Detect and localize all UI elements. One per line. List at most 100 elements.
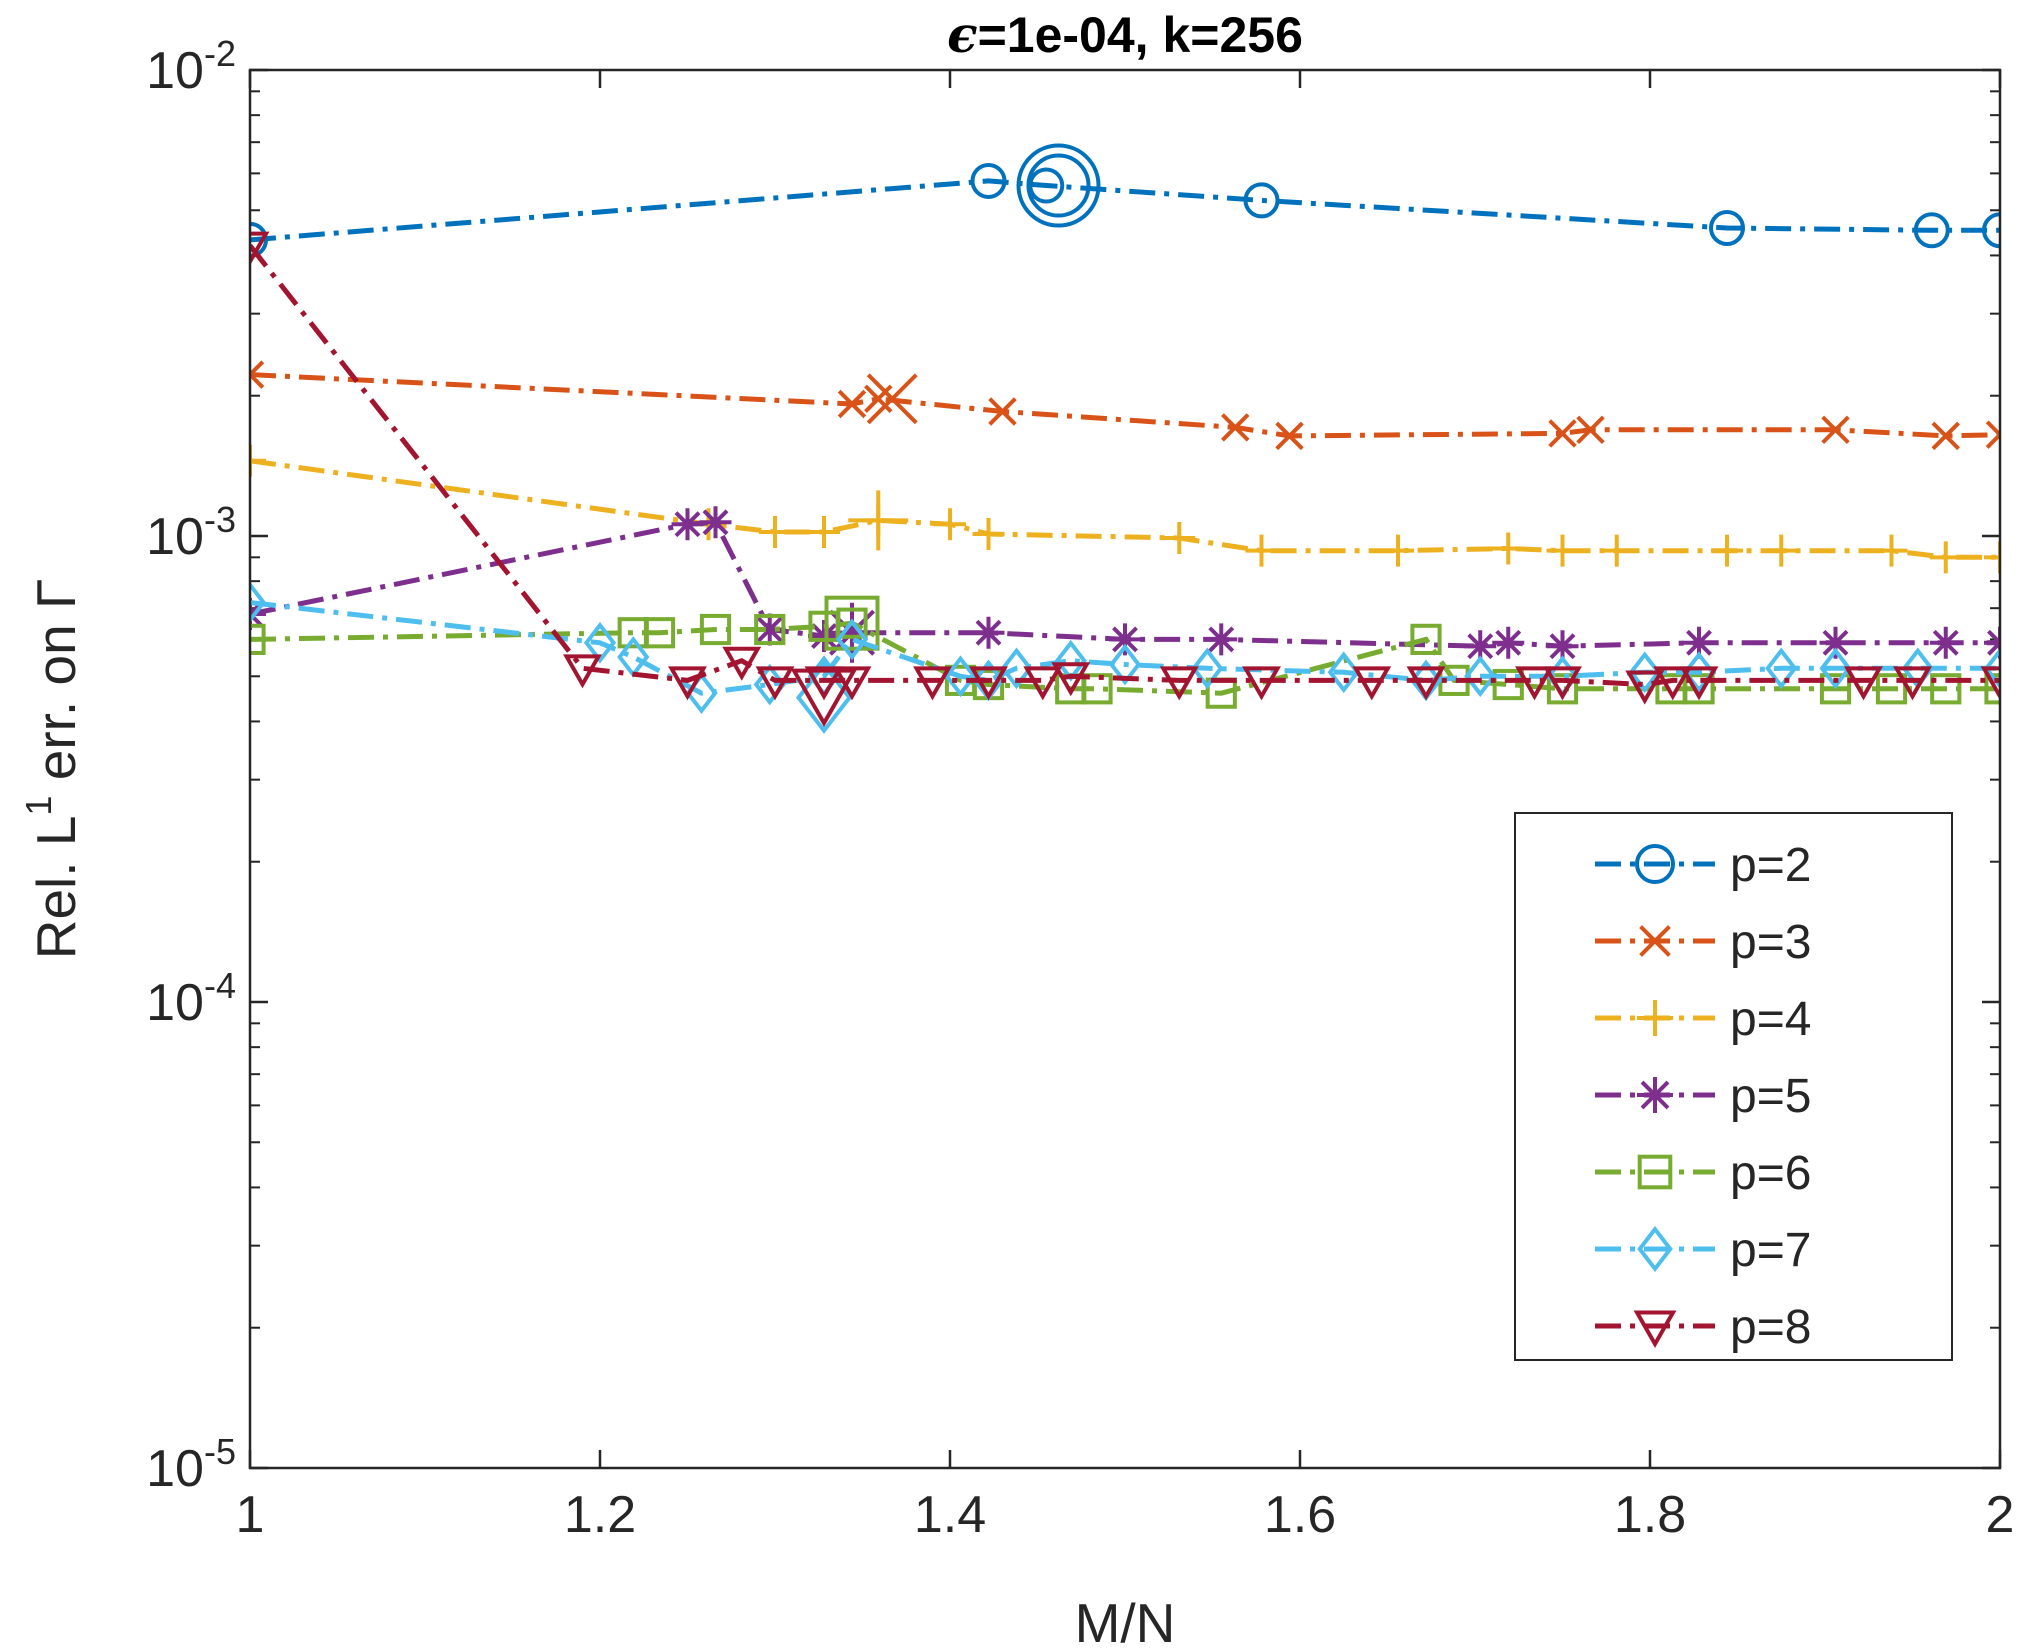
y-axis-label-group: Rel. L1 err. on Γ: [18, 579, 87, 960]
circle-marker: [1026, 153, 1091, 218]
series-p7: [250, 581, 2000, 734]
asterisk-marker: [1109, 623, 1141, 656]
square-marker: [1683, 673, 1715, 705]
data-point: [1982, 212, 2000, 249]
series-line: [250, 244, 2000, 688]
data-point: [668, 666, 707, 701]
asterisk-marker: [1464, 630, 1497, 663]
series-line: [250, 600, 2000, 696]
asterisk-marker: [1819, 626, 1852, 659]
data-point: [866, 373, 918, 425]
x-axis-label: M/N: [1075, 1592, 1176, 1651]
triangle-marker: [804, 666, 844, 701]
plot-frame: [248, 68, 2002, 1470]
plus-marker: [808, 515, 840, 548]
legend-label: p=8: [1730, 1301, 1811, 1354]
triangle-marker: [1625, 670, 1665, 705]
legend-label: p=5: [1730, 1070, 1811, 1123]
data-point: [1633, 1310, 1677, 1349]
plus-marker: [1711, 534, 1743, 567]
square-marker: [754, 613, 786, 646]
square-marker: [699, 613, 732, 646]
x-marker: [1275, 421, 1304, 451]
y-tick-label: 10-4: [146, 965, 236, 1032]
legend-label: p=3: [1730, 916, 1811, 969]
data-point: [804, 666, 844, 701]
series-line: [250, 458, 2000, 560]
data-point: [1819, 626, 1852, 659]
series-p5: [250, 506, 2000, 663]
data-point: [972, 616, 1005, 649]
circle-marker: [1709, 210, 1745, 247]
diamond-marker: [1108, 643, 1142, 686]
square-marker: [1492, 668, 1524, 701]
data-point: [1985, 420, 2000, 449]
asterisk-marker: [699, 506, 732, 539]
data-point: [1635, 844, 1675, 884]
data-point: [1600, 534, 1633, 567]
data-point: [754, 613, 786, 646]
data-point: [808, 620, 840, 653]
plus-marker: [250, 444, 266, 477]
diamond-marker: [1983, 647, 2000, 690]
data-point: [1464, 655, 1497, 698]
data-point: [1625, 670, 1665, 705]
x-marker: [988, 397, 1017, 426]
data-point: [250, 623, 266, 655]
data-point: [250, 581, 267, 624]
data-point: [1765, 534, 1798, 567]
legend-entry: p=8: [1595, 1301, 1811, 1354]
diamond-marker: [944, 655, 977, 698]
y-tick-label: 10-3: [146, 499, 236, 566]
y-axis-label-rest: err. on Γ: [25, 579, 87, 796]
data-point: [1819, 647, 1852, 690]
data-point: [1205, 623, 1238, 656]
x-tick-label: 1: [236, 1486, 265, 1544]
square-marker: [836, 607, 868, 639]
legend-entry: p=3: [1595, 916, 1811, 969]
data-point: [864, 384, 893, 413]
diamond-marker: [835, 618, 869, 661]
circle-marker: [970, 162, 1007, 199]
data-point: [1016, 143, 1101, 228]
data-point: [250, 444, 266, 477]
data-point: [822, 602, 882, 663]
data-point: [1984, 541, 2000, 574]
data-point: [1683, 673, 1715, 705]
legend-entry: p=6: [1595, 1147, 1811, 1200]
x-marker: [1548, 419, 1577, 448]
y-axis-label-sup: 1: [18, 796, 59, 816]
diamond-marker: [1191, 647, 1224, 690]
square-marker: [1637, 1154, 1673, 1190]
data-point: [1765, 647, 1798, 690]
legend-label: p=4: [1730, 993, 1811, 1046]
data-point: [755, 666, 795, 701]
data-point: [1983, 647, 2000, 690]
data-point: [1000, 647, 1033, 690]
data-point: [795, 661, 853, 734]
diamond-marker: [795, 661, 853, 734]
series-p6: [250, 595, 2000, 709]
legend-entry: p=4: [1595, 993, 1811, 1046]
legend-label: p=2: [1730, 839, 1811, 892]
triangle-marker: [969, 666, 1008, 701]
plus-marker: [1875, 534, 1908, 567]
data-point: [1275, 421, 1304, 451]
data-point: [837, 389, 867, 419]
series-layer: [250, 143, 2000, 734]
circle-marker: [250, 221, 268, 258]
asterisk-marker: [822, 602, 882, 663]
data-point: [1406, 666, 1446, 701]
data-point: [1492, 626, 1525, 659]
x-marker: [837, 389, 867, 419]
series-line: [250, 620, 2000, 696]
square-marker: [1410, 623, 1442, 655]
triangle-marker: [1242, 666, 1281, 701]
data-point: [1108, 643, 1142, 686]
data-point: [759, 515, 791, 548]
data-point: [1382, 534, 1414, 567]
chart-title: ϵ=1e-04, k=256: [947, 5, 1303, 64]
legend-entry: p=7: [1595, 1224, 1811, 1277]
data-point: [1242, 666, 1281, 701]
